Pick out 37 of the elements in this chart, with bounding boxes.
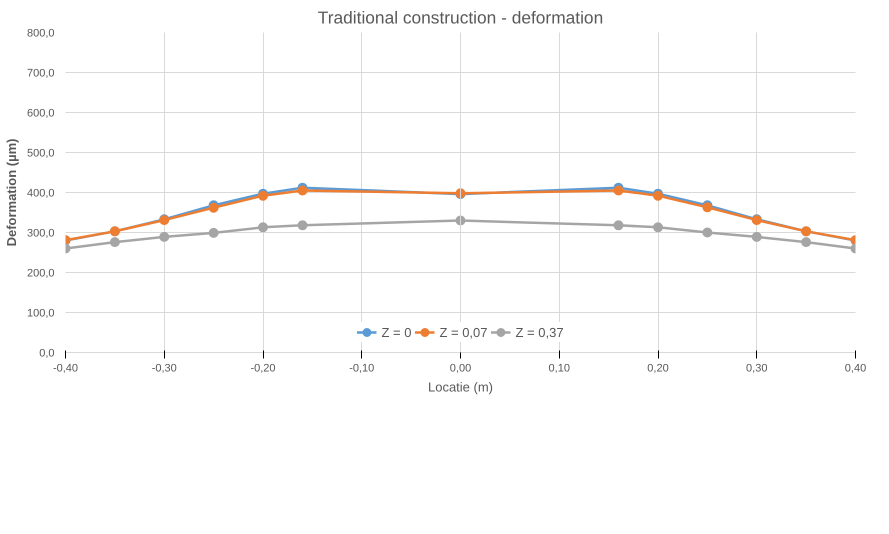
point (208, 202, 219, 213)
y-tick-label: 200,0 (26, 268, 55, 280)
y-tick-label: 400,0 (26, 188, 55, 200)
point (258, 222, 268, 232)
x-tick-label: 0,10 (548, 362, 570, 374)
point (159, 232, 170, 242)
y-tick-label: 700,0 (26, 68, 55, 80)
point (801, 237, 812, 248)
x-tick-label: 0,30 (746, 362, 768, 374)
y-tick-label: 100,0 (26, 308, 55, 320)
legend-label: Z = 0,37 (516, 324, 564, 340)
point (614, 220, 624, 230)
point (298, 186, 308, 196)
y-tick-label: 800,0 (26, 28, 55, 40)
x-tick-label: 0,40 (844, 362, 866, 374)
x-axis-title: Locatie (m) (428, 380, 494, 394)
point (298, 220, 308, 230)
y-tick-label: 500,0 (26, 148, 55, 160)
point (752, 232, 762, 242)
x-tick-label: 0,00 (450, 362, 472, 374)
point (208, 228, 219, 238)
legend-label: Z = 0 (381, 324, 412, 340)
y-tick-label: 300,0 (26, 228, 55, 240)
x-tick-label: -0,30 (152, 362, 177, 374)
y-tick-label: 600,0 (26, 108, 55, 120)
chart-title: Traditional construction - deformation (318, 8, 604, 28)
y-axis-title: Deformation (µm) (4, 138, 19, 246)
y-tick-label: 0,0 (39, 348, 55, 360)
point (614, 186, 624, 196)
point (110, 237, 120, 248)
point (653, 222, 663, 232)
legend-label: Z = 0,07 (439, 324, 488, 340)
x-tick-label: -0,40 (52, 362, 78, 374)
x-tick-label: 0,20 (647, 362, 669, 374)
point (702, 228, 712, 238)
x-tick-label: -0,20 (250, 362, 276, 374)
x-tick-label: -0,10 (349, 362, 374, 374)
